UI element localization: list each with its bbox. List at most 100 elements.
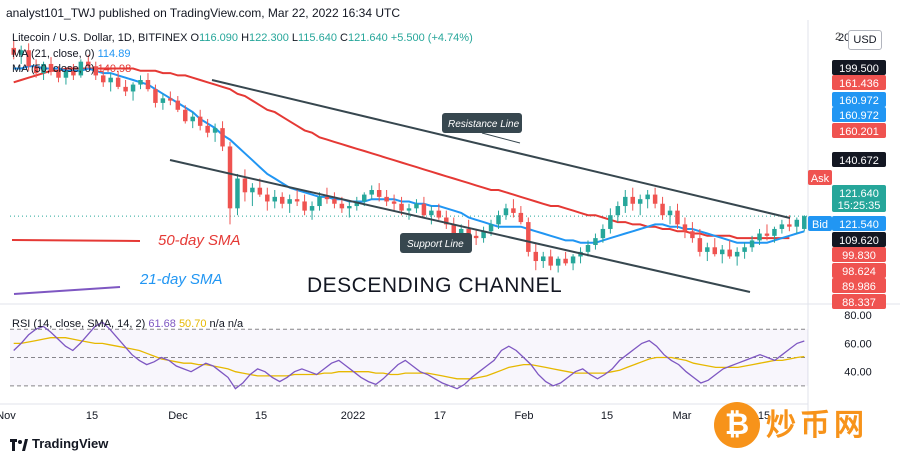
candle-body[interactable] bbox=[100, 75, 106, 83]
candle-body[interactable] bbox=[86, 61, 91, 67]
candle-body[interactable] bbox=[637, 199, 643, 204]
tradingview-brand[interactable]: TradingView bbox=[10, 436, 108, 451]
candle-body[interactable] bbox=[615, 206, 621, 216]
candle-body[interactable] bbox=[257, 187, 263, 195]
candle-body[interactable] bbox=[787, 224, 792, 227]
candle-body[interactable] bbox=[488, 224, 494, 232]
candle-body[interactable] bbox=[138, 80, 143, 85]
settings-label[interactable]: 2 bbox=[835, 31, 842, 43]
candle-body[interactable] bbox=[712, 247, 718, 255]
candle-body[interactable] bbox=[354, 201, 360, 207]
candle-body[interactable] bbox=[399, 203, 404, 211]
candle-body[interactable] bbox=[630, 196, 635, 204]
candle-body[interactable] bbox=[690, 231, 695, 239]
currency-button[interactable]: USD bbox=[848, 30, 882, 50]
candle-body[interactable] bbox=[376, 190, 382, 197]
candle-body[interactable] bbox=[794, 219, 800, 227]
candle-body[interactable] bbox=[175, 100, 181, 110]
candle-body[interactable] bbox=[757, 233, 762, 241]
ma50-legend[interactable]: MA (50, close, 0) 140.98 bbox=[12, 63, 131, 75]
candle-body[interactable] bbox=[697, 238, 703, 252]
candle-body[interactable] bbox=[347, 206, 352, 209]
candle-body[interactable] bbox=[533, 251, 539, 262]
candle-body[interactable] bbox=[570, 256, 576, 264]
candle-body[interactable] bbox=[71, 70, 76, 76]
candle-body[interactable] bbox=[362, 194, 367, 202]
candle-body[interactable] bbox=[645, 194, 650, 200]
symbol-name[interactable]: Litecoin / U.S. Dollar, 1D, BITFINEX bbox=[12, 32, 188, 44]
candle-body[interactable] bbox=[56, 70, 61, 78]
candle-body[interactable] bbox=[541, 256, 546, 262]
candle-body[interactable] bbox=[130, 84, 136, 92]
candle-body[interactable] bbox=[168, 98, 173, 101]
candle-body[interactable] bbox=[309, 206, 315, 211]
candle-body[interactable] bbox=[108, 77, 113, 83]
candle-body[interactable] bbox=[660, 203, 665, 216]
candle-body[interactable] bbox=[317, 196, 322, 207]
candle-body[interactable] bbox=[205, 125, 210, 133]
candle-body[interactable] bbox=[115, 77, 121, 87]
candle-body[interactable] bbox=[511, 208, 516, 213]
candle-body[interactable] bbox=[406, 208, 412, 211]
candle-body[interactable] bbox=[652, 194, 658, 204]
candle-body[interactable] bbox=[302, 201, 307, 211]
candle-body[interactable] bbox=[41, 63, 46, 74]
candle-body[interactable] bbox=[623, 196, 628, 207]
candle-body[interactable] bbox=[26, 50, 31, 67]
candle-body[interactable] bbox=[145, 80, 151, 90]
candle-body[interactable] bbox=[421, 203, 427, 216]
candle-body[interactable] bbox=[667, 210, 673, 216]
candle-body[interactable] bbox=[734, 251, 740, 257]
candle-body[interactable] bbox=[18, 50, 24, 55]
candle-body[interactable] bbox=[265, 194, 270, 202]
candle-body[interactable] bbox=[63, 70, 69, 78]
candle-body[interactable] bbox=[33, 66, 39, 74]
candle-body[interactable] bbox=[332, 199, 337, 204]
candle-body[interactable] bbox=[548, 256, 553, 266]
candle-body[interactable] bbox=[429, 210, 434, 216]
candle-body[interactable] bbox=[779, 224, 785, 229]
candle-body[interactable] bbox=[414, 203, 419, 209]
candle-body[interactable] bbox=[749, 240, 755, 248]
candle-body[interactable] bbox=[802, 216, 807, 229]
candle-body[interactable] bbox=[600, 228, 606, 239]
candle-body[interactable] bbox=[675, 210, 680, 225]
candle-body[interactable] bbox=[391, 201, 397, 204]
candle-body[interactable] bbox=[123, 86, 128, 92]
candle-body[interactable] bbox=[78, 61, 84, 76]
candle-body[interactable] bbox=[496, 215, 501, 225]
candle-body[interactable] bbox=[272, 196, 277, 202]
candle-body[interactable] bbox=[235, 178, 240, 209]
candle-body[interactable] bbox=[727, 249, 732, 257]
candle-body[interactable] bbox=[212, 128, 218, 133]
candle-body[interactable] bbox=[384, 196, 389, 202]
candle-body[interactable] bbox=[48, 63, 54, 71]
rsi-legend[interactable]: RSI (14, close, SMA, 14, 2) 61.68 50.70 … bbox=[12, 318, 243, 330]
candle-body[interactable] bbox=[608, 215, 613, 229]
candle-body[interactable] bbox=[369, 190, 374, 195]
candle-body[interactable] bbox=[197, 116, 203, 126]
candle-body[interactable] bbox=[705, 247, 710, 252]
candle-body[interactable] bbox=[250, 187, 255, 193]
candle-body[interactable] bbox=[466, 228, 471, 236]
candle-body[interactable] bbox=[160, 98, 166, 103]
candle-body[interactable] bbox=[183, 109, 188, 122]
candle-body[interactable] bbox=[287, 199, 292, 204]
candle-body[interactable] bbox=[294, 199, 300, 202]
candle-body[interactable] bbox=[190, 116, 195, 122]
candle-body[interactable] bbox=[93, 66, 99, 76]
candle-body[interactable] bbox=[682, 224, 688, 232]
candle-body[interactable] bbox=[593, 238, 598, 245]
candle-body[interactable] bbox=[324, 196, 330, 200]
candle-body[interactable] bbox=[11, 47, 16, 55]
candle-body[interactable] bbox=[772, 228, 777, 236]
candle-body[interactable] bbox=[339, 203, 345, 209]
candle-body[interactable] bbox=[503, 208, 509, 216]
candle-body[interactable] bbox=[764, 233, 770, 236]
candle-body[interactable] bbox=[481, 231, 486, 239]
candle-body[interactable] bbox=[458, 228, 464, 234]
candle-body[interactable] bbox=[555, 258, 561, 266]
candle-body[interactable] bbox=[563, 258, 568, 264]
candle-body[interactable] bbox=[444, 217, 449, 225]
